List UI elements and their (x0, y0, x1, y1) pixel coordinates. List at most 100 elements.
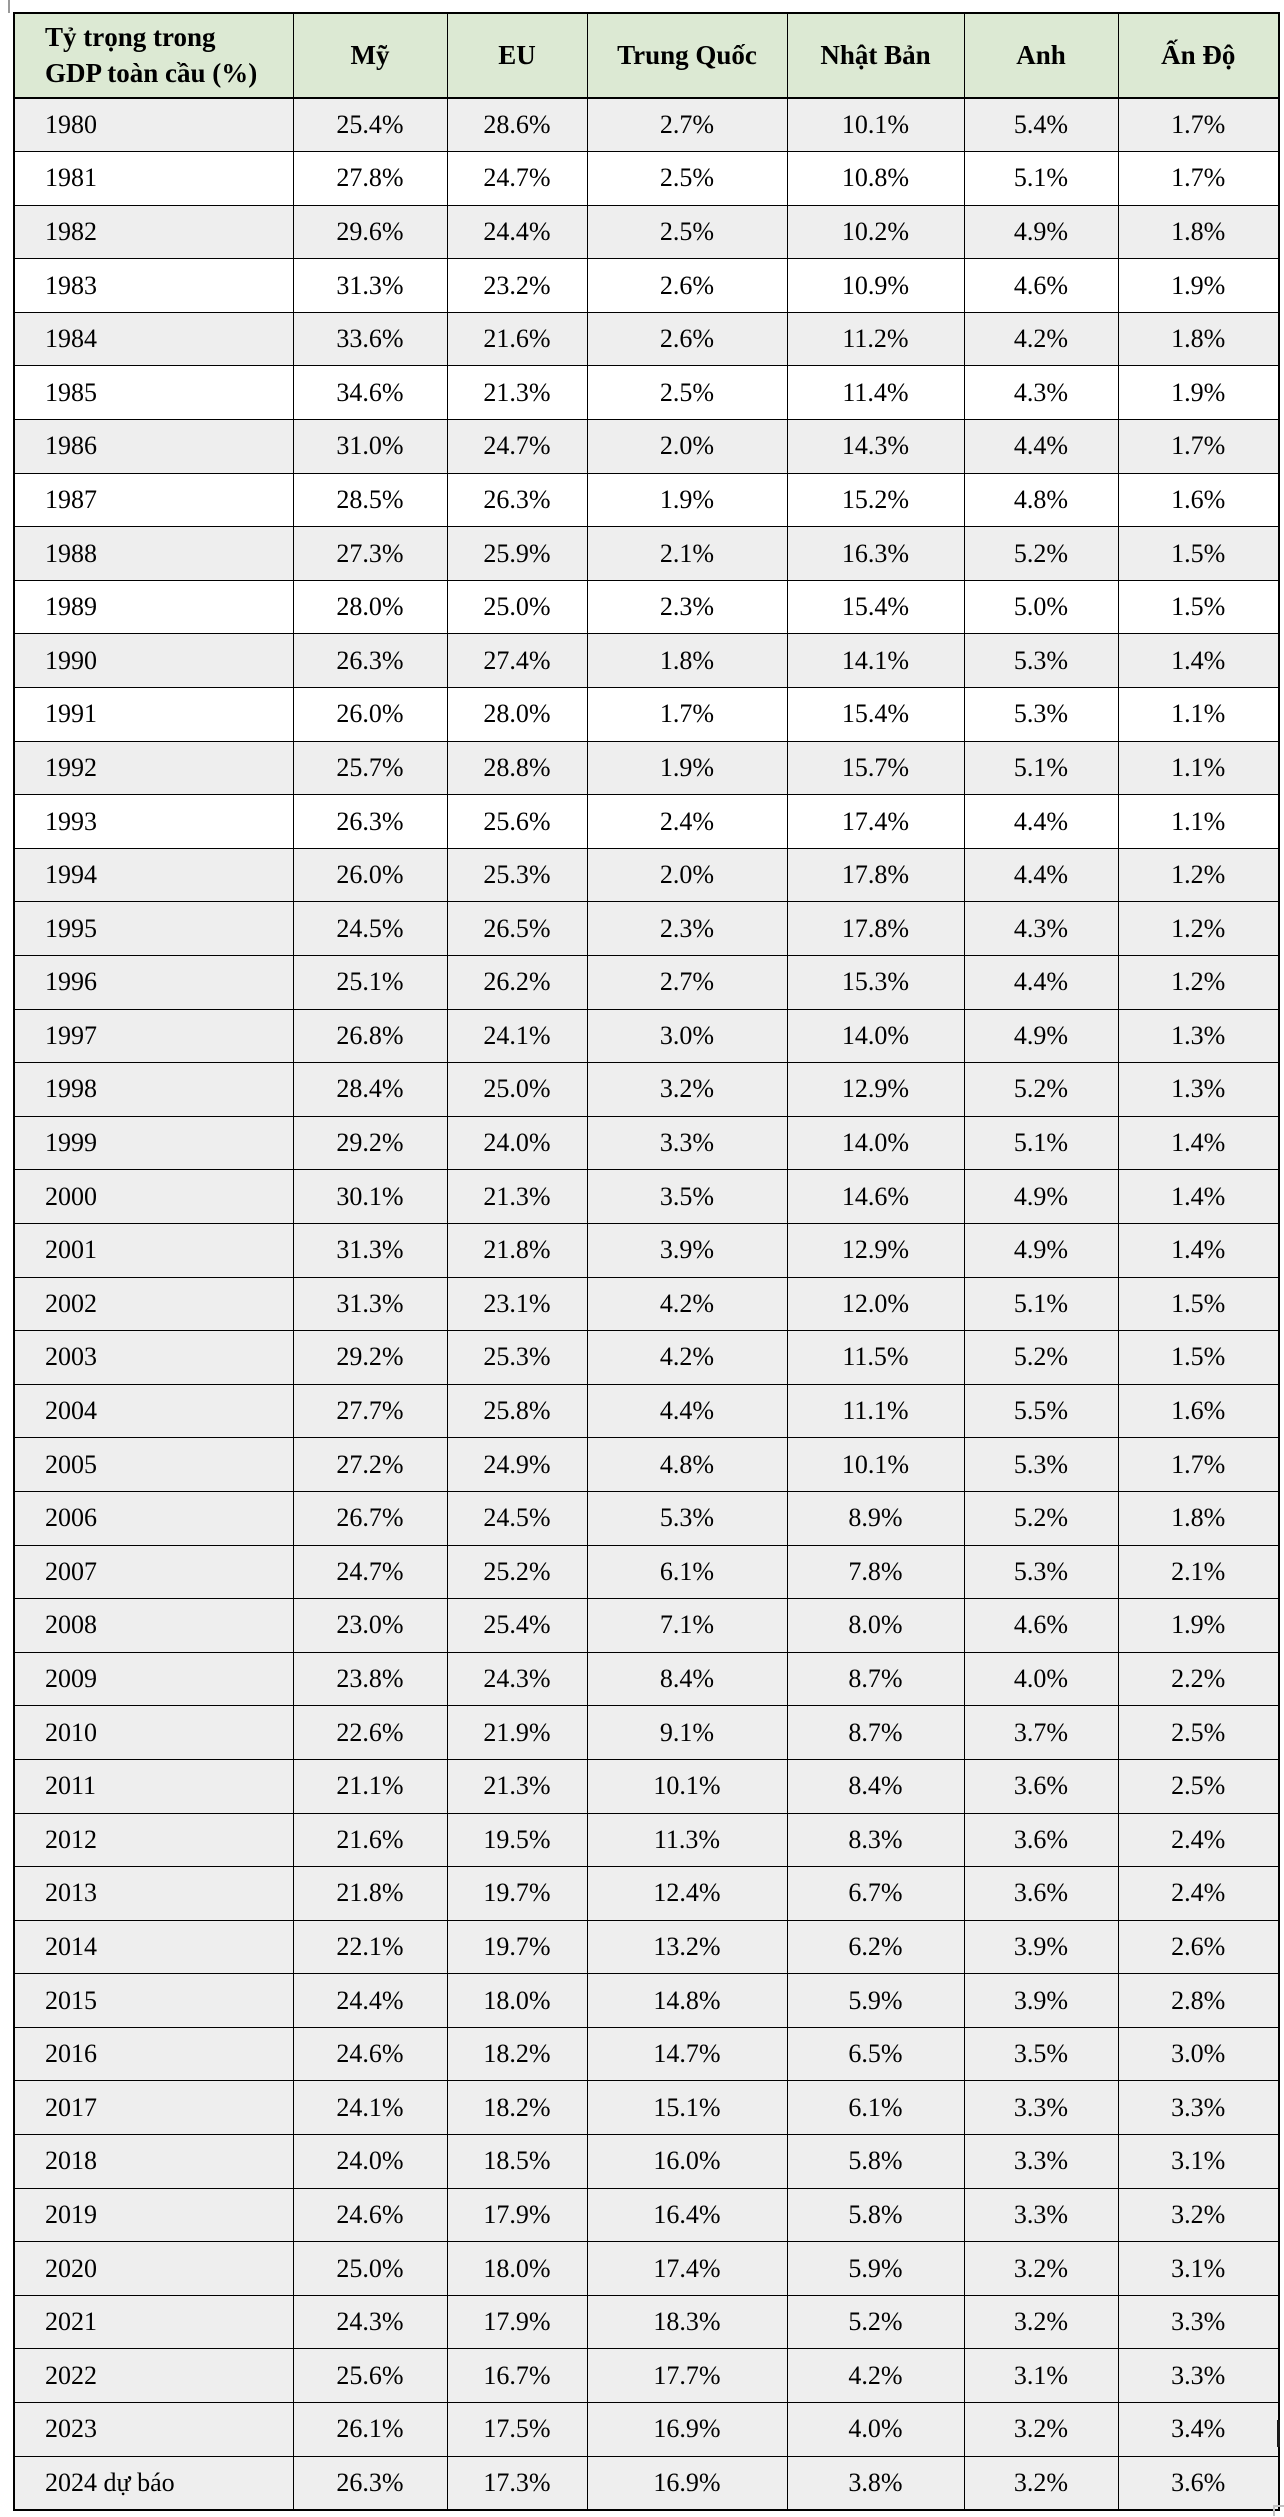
value-cell: 2.3% (586, 901, 788, 956)
year-cell: 2011 (13, 1758, 294, 1814)
value-cell: 3.3% (1117, 2080, 1280, 2136)
value-cell: 8.3% (786, 1812, 965, 1868)
column-header-india: Ấn Độ (1117, 12, 1280, 99)
table-row: 1999 29.2% 24.0% 3.3% 14.0% 5.1% 1.4% (13, 1115, 1280, 1171)
year-cell: 2013 (13, 1866, 294, 1921)
value-cell: 2.4% (1117, 1866, 1280, 1921)
value-cell: 1.7% (1117, 419, 1280, 474)
table-row: 1982 29.6% 24.4% 2.5% 10.2% 4.9% 1.8% (13, 204, 1280, 260)
table-row: 2021 24.3% 17.9% 18.3% 5.2% 3.2% 3.3% (13, 2294, 1280, 2350)
year-cell: 1987 (13, 472, 294, 528)
value-cell: 21.3% (446, 1169, 588, 1224)
value-cell: 3.4% (1117, 2402, 1280, 2457)
value-cell: 1.5% (1117, 579, 1280, 635)
value-cell: 19.7% (446, 1866, 588, 1921)
value-cell: 25.6% (446, 794, 588, 849)
value-cell: 5.0% (963, 579, 1119, 635)
value-cell: 10.2% (786, 204, 965, 260)
value-cell: 8.0% (786, 1598, 965, 1653)
value-cell: 1.3% (1117, 1008, 1280, 1064)
value-cell: 21.1% (292, 1758, 448, 1814)
value-cell: 25.0% (446, 1062, 588, 1117)
value-cell: 1.1% (1117, 740, 1280, 796)
value-cell: 27.2% (292, 1437, 448, 1492)
table-row: 2005 27.2% 24.9% 4.8% 10.1% 5.3% 1.7% (13, 1437, 1280, 1492)
corner-header-cell: Tỷ trọng trong GDP toàn cầu (%) (13, 12, 294, 99)
value-cell: 5.1% (963, 151, 1119, 206)
table-row: 2007 24.7% 25.2% 6.1% 7.8% 5.3% 2.1% (13, 1544, 1280, 1600)
value-cell: 33.6% (292, 311, 448, 367)
value-cell: 24.0% (292, 2134, 448, 2189)
value-cell: 3.3% (586, 1115, 788, 1171)
value-cell: 17.7% (586, 2348, 788, 2404)
value-cell: 5.2% (963, 1062, 1119, 1117)
value-cell: 3.2% (963, 2294, 1119, 2350)
value-cell: 28.4% (292, 1062, 448, 1117)
value-cell: 1.4% (1117, 1169, 1280, 1224)
value-cell: 5.2% (786, 2294, 965, 2350)
value-cell: 18.0% (446, 2241, 588, 2296)
scrollbar-thumb-artifact[interactable] (1277, 2420, 1280, 2447)
value-cell: 17.5% (446, 2402, 588, 2457)
value-cell: 1.5% (1117, 1330, 1280, 1385)
value-cell: 10.1% (786, 97, 965, 153)
value-cell: 17.8% (786, 847, 965, 903)
year-cell: 2016 (13, 2026, 294, 2082)
value-cell: 2.0% (586, 419, 788, 474)
value-cell: 28.5% (292, 472, 448, 528)
table-row: 2017 24.1% 18.2% 15.1% 6.1% 3.3% 3.3% (13, 2080, 1280, 2136)
value-cell: 3.1% (1117, 2134, 1280, 2189)
corner-header-line1: Tỷ trọng trong (45, 21, 216, 52)
value-cell: 17.8% (786, 901, 965, 956)
value-cell: 1.2% (1117, 847, 1280, 903)
value-cell: 34.6% (292, 365, 448, 421)
value-cell: 1.2% (1117, 901, 1280, 956)
value-cell: 31.3% (292, 258, 448, 313)
table-row: 1980 25.4% 28.6% 2.7% 10.1% 5.4% 1.7% (13, 97, 1280, 153)
value-cell: 10.1% (586, 1758, 788, 1814)
value-cell: 12.0% (786, 1276, 965, 1332)
table-row: 2016 24.6% 18.2% 14.7% 6.5% 3.5% 3.0% (13, 2026, 1280, 2082)
value-cell: 1.8% (586, 633, 788, 689)
value-cell: 27.7% (292, 1383, 448, 1439)
table-row: 1996 25.1% 26.2% 2.7% 15.3% 4.4% 1.2% (13, 955, 1280, 1010)
value-cell: 21.8% (292, 1866, 448, 1921)
table-row: 1993 26.3% 25.6% 2.4% 17.4% 4.4% 1.1% (13, 794, 1280, 849)
value-cell: 5.1% (963, 740, 1119, 796)
year-cell: 1996 (13, 955, 294, 1010)
header-row: Tỷ trọng trong GDP toàn cầu (%) Mỹ EU Tr… (13, 12, 1280, 99)
value-cell: 4.3% (963, 365, 1119, 421)
value-cell: 16.3% (786, 526, 965, 581)
value-cell: 3.0% (586, 1008, 788, 1064)
value-cell: 1.9% (1117, 258, 1280, 313)
value-cell: 3.6% (963, 1866, 1119, 1921)
value-cell: 1.6% (1117, 472, 1280, 528)
value-cell: 2.4% (586, 794, 788, 849)
value-cell: 8.9% (786, 1490, 965, 1546)
value-cell: 4.4% (963, 955, 1119, 1010)
value-cell: 26.3% (446, 472, 588, 528)
year-cell: 1993 (13, 794, 294, 849)
value-cell: 16.0% (586, 2134, 788, 2189)
value-cell: 18.5% (446, 2134, 588, 2189)
value-cell: 17.9% (446, 2294, 588, 2350)
year-cell: 1994 (13, 847, 294, 903)
value-cell: 2.6% (1117, 1919, 1280, 1975)
value-cell: 24.1% (292, 2080, 448, 2136)
value-cell: 25.6% (292, 2348, 448, 2404)
value-cell: 1.1% (1117, 794, 1280, 849)
value-cell: 4.6% (963, 1598, 1119, 1653)
value-cell: 3.8% (786, 2455, 965, 2511)
value-cell: 14.7% (586, 2026, 788, 2082)
value-cell: 4.9% (963, 1008, 1119, 1064)
value-cell: 23.0% (292, 1598, 448, 1653)
value-cell: 1.9% (1117, 1598, 1280, 1653)
value-cell: 4.2% (963, 311, 1119, 367)
table-row: 1983 31.3% 23.2% 2.6% 10.9% 4.6% 1.9% (13, 258, 1280, 313)
value-cell: 26.8% (292, 1008, 448, 1064)
value-cell: 12.9% (786, 1062, 965, 1117)
value-cell: 4.2% (586, 1276, 788, 1332)
value-cell: 28.8% (446, 740, 588, 796)
year-cell: 2003 (13, 1330, 294, 1385)
year-cell: 2015 (13, 1973, 294, 2028)
